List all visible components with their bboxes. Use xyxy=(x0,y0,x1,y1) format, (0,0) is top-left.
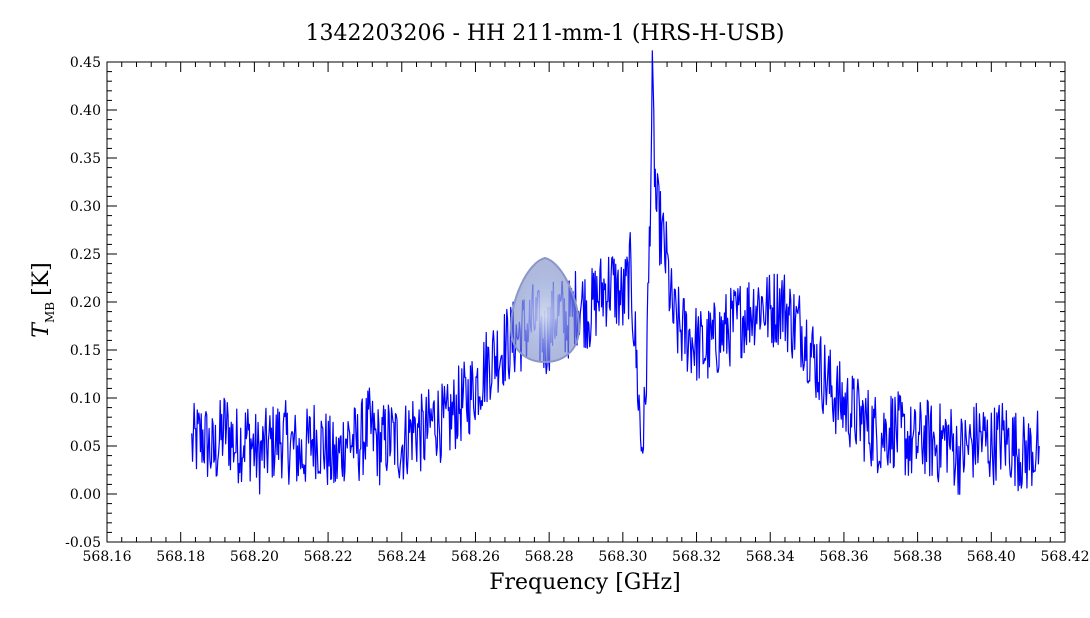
x-tick-label: 568.16 xyxy=(83,549,132,565)
y-tick-label: 0.15 xyxy=(70,343,101,359)
y-tick-label: 0.40 xyxy=(70,103,101,119)
x-tick-label: 568.18 xyxy=(156,549,205,565)
x-tick-label: 568.28 xyxy=(525,549,574,565)
y-tick-label: 0.00 xyxy=(70,487,101,503)
y-tick-label: 0.30 xyxy=(70,199,101,215)
x-tick-label: 568.36 xyxy=(819,549,868,565)
y-axis-unit: [K] xyxy=(29,262,54,296)
chart-title: 1342203206 - HH 211-mm-1 (HRS-H-USB) xyxy=(306,21,785,46)
y-tick-label: 0.45 xyxy=(70,55,101,71)
y-axis-title: TMB [K] xyxy=(29,262,57,337)
x-axis-title: Frequency [GHz] xyxy=(489,570,681,595)
x-tick-label: 568.38 xyxy=(893,549,942,565)
x-tick-label: 568.32 xyxy=(672,549,721,565)
y-tick-label: 0.10 xyxy=(70,391,101,407)
y-tick-label: 0.05 xyxy=(70,439,101,455)
y-tick-label: 0.25 xyxy=(70,247,101,263)
y-tick-label: 0.20 xyxy=(70,295,101,311)
x-tick-label: 568.24 xyxy=(377,549,426,565)
y-axis-symbol: T xyxy=(29,321,54,338)
highlight-overlay xyxy=(509,256,581,364)
y-tick-label: 0.35 xyxy=(70,151,101,167)
x-tick-labels: 568.16 568.18 568.20 568.22 568.24 568.26 568.… xyxy=(83,549,1090,565)
x-tick-label: 568.40 xyxy=(967,549,1016,565)
y-axis-subscript: MB xyxy=(43,302,57,323)
axis-ticks xyxy=(106,61,1066,543)
x-tick-label: 568.26 xyxy=(451,549,500,565)
x-tick-label: 568.30 xyxy=(598,549,647,565)
y-tick-label: -0.05 xyxy=(65,535,101,551)
x-tick-label: 568.20 xyxy=(230,549,279,565)
spectrum-series-line xyxy=(191,50,1040,495)
y-tick-labels: -0.05 0.00 0.05 0.10 0.15 0.20 0.25 0.30 0.35 0.4… xyxy=(65,55,101,551)
x-tick-label: 568.42 xyxy=(1041,549,1090,565)
svg-text:TMB[K]: TMB [K] xyxy=(29,262,57,337)
x-tick-label: 568.34 xyxy=(746,549,795,565)
x-tick-label: 568.22 xyxy=(304,549,353,565)
